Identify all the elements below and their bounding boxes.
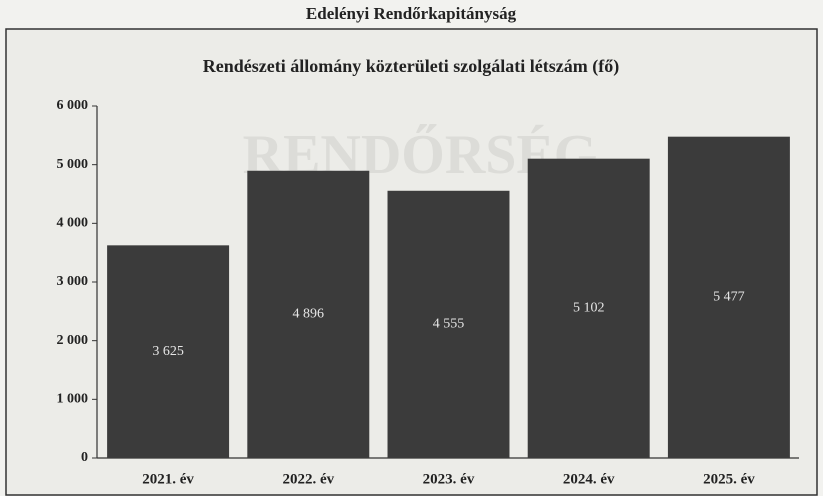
- y-tick-label: 4 000: [57, 216, 89, 231]
- value-label: 5 477: [713, 290, 745, 305]
- x-tick-label: 2024. év: [563, 471, 615, 487]
- value-label: 4 896: [293, 307, 325, 322]
- y-tick-label: 0: [81, 450, 88, 465]
- x-tick-label: 2022. év: [282, 471, 334, 487]
- y-tick-label: 6 000: [57, 98, 89, 113]
- y-tick-label: 3 000: [57, 274, 89, 289]
- bar: [107, 245, 230, 458]
- chart-title: Rendészeti állomány közterületi szolgála…: [203, 56, 619, 77]
- y-tick-label: 1 000: [57, 392, 89, 407]
- bar: [247, 170, 370, 458]
- bar: [527, 158, 650, 458]
- y-tick-label: 5 000: [57, 157, 89, 172]
- value-label: 3 625: [152, 344, 184, 359]
- x-tick-label: 2021. év: [142, 471, 194, 487]
- value-label: 4 555: [433, 317, 465, 332]
- bar: [387, 190, 510, 459]
- bar: [667, 136, 790, 458]
- x-tick-label: 2025. év: [703, 471, 755, 487]
- x-tick-label: 2023. év: [423, 471, 475, 487]
- page-title: Edelényi Rendőrkapitányság: [306, 4, 517, 23]
- y-tick-label: 2 000: [57, 333, 89, 348]
- value-label: 5 102: [573, 301, 605, 316]
